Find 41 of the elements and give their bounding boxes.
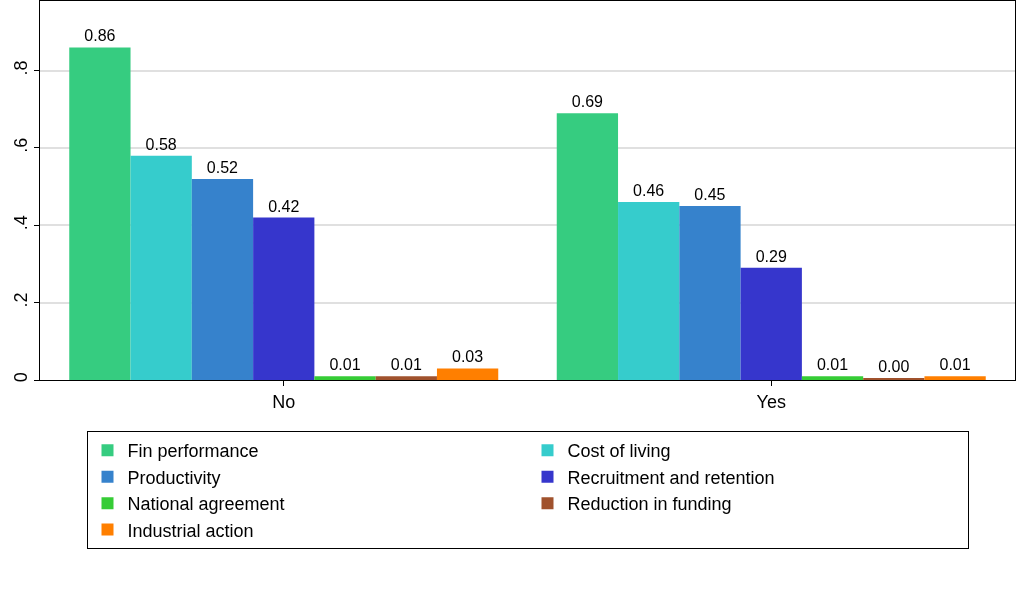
data-label: 0.03 (451, 348, 484, 366)
bar (801, 376, 864, 380)
bar (924, 376, 986, 380)
y-tick-label: .2 (10, 292, 31, 308)
y-tick-label: 0 (10, 372, 31, 383)
y-tick-label: .6 (10, 137, 31, 153)
legend-label: Productivity (127, 467, 221, 488)
bar (314, 376, 376, 380)
data-label: 0.00 (878, 358, 910, 375)
legend-label: Cost of living (567, 441, 671, 462)
bar (618, 202, 680, 380)
x-tick-label: Yes (756, 391, 786, 412)
bar (191, 178, 254, 380)
legend-label: National agreement (127, 494, 285, 515)
data-label: 0.01 (390, 356, 422, 374)
data-label: 0.29 (755, 247, 787, 265)
data-label: 0.58 (145, 135, 177, 153)
data-label: 0.01 (816, 356, 849, 374)
legend-label: Recruitment and retention (567, 467, 775, 488)
bar (130, 155, 192, 380)
data-label: 0.86 (84, 27, 116, 45)
data-label: 0.46 (633, 182, 665, 200)
y-tick-label: .4 (10, 215, 31, 231)
legend-label: Industrial action (127, 520, 254, 541)
data-label: 0.52 (206, 158, 239, 176)
legend-label: Reduction in funding (567, 494, 732, 515)
bar (69, 47, 131, 380)
data-label: 0.01 (329, 356, 361, 374)
bar (375, 376, 437, 380)
data-label: 0.42 (268, 197, 300, 215)
bar (253, 217, 315, 380)
bar (556, 113, 619, 380)
bar (436, 368, 499, 380)
legend-label: Fin performance (127, 441, 259, 462)
data-label: 0.69 (571, 93, 604, 111)
data-label: 0.45 (694, 185, 726, 203)
bar (679, 205, 741, 380)
data-label: 0.01 (939, 356, 971, 374)
y-tick-label: .8 (10, 60, 31, 76)
bar (740, 267, 802, 380)
x-tick-label: No (272, 391, 296, 412)
